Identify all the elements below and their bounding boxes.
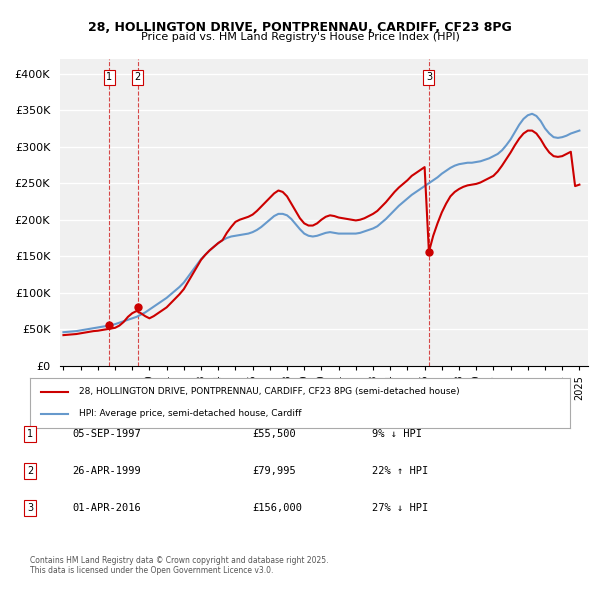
Text: 3: 3 [426, 72, 432, 82]
Text: 9% ↓ HPI: 9% ↓ HPI [372, 429, 422, 438]
Text: Contains HM Land Registry data © Crown copyright and database right 2025.
This d: Contains HM Land Registry data © Crown c… [30, 556, 329, 575]
Text: 2: 2 [27, 466, 33, 476]
Text: 3: 3 [27, 503, 33, 513]
Text: £79,995: £79,995 [252, 466, 296, 476]
Text: 22% ↑ HPI: 22% ↑ HPI [372, 466, 428, 476]
Text: 2: 2 [134, 72, 141, 82]
Text: 26-APR-1999: 26-APR-1999 [72, 466, 141, 476]
Text: 1: 1 [106, 72, 112, 82]
Text: 27% ↓ HPI: 27% ↓ HPI [372, 503, 428, 513]
Text: 1: 1 [27, 429, 33, 438]
Text: 28, HOLLINGTON DRIVE, PONTPRENNAU, CARDIFF, CF23 8PG (semi-detached house): 28, HOLLINGTON DRIVE, PONTPRENNAU, CARDI… [79, 387, 459, 396]
Text: 28, HOLLINGTON DRIVE, PONTPRENNAU, CARDIFF, CF23 8PG: 28, HOLLINGTON DRIVE, PONTPRENNAU, CARDI… [88, 21, 512, 34]
Text: 05-SEP-1997: 05-SEP-1997 [72, 429, 141, 438]
Text: 01-APR-2016: 01-APR-2016 [72, 503, 141, 513]
Text: £55,500: £55,500 [252, 429, 296, 438]
Text: £156,000: £156,000 [252, 503, 302, 513]
Text: Price paid vs. HM Land Registry's House Price Index (HPI): Price paid vs. HM Land Registry's House … [140, 32, 460, 42]
Text: HPI: Average price, semi-detached house, Cardiff: HPI: Average price, semi-detached house,… [79, 409, 301, 418]
